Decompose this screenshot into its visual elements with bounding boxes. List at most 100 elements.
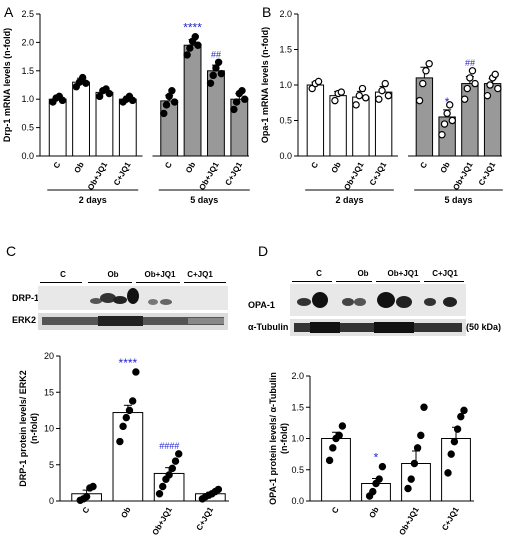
- chart-d-ytick-label: 0.0: [291, 496, 304, 506]
- chart-b-ytick-label: 1.0: [279, 80, 292, 90]
- chart-d-point: [413, 444, 422, 452]
- chart-a-point: [78, 73, 87, 82]
- chart-b-xtick-label: Ob+JQ1: [451, 160, 475, 192]
- blot-c-lane-c: C: [60, 270, 66, 279]
- blot-d-band-opa1-label: OPA-1: [248, 300, 275, 310]
- blot-c-lane-ob: Ob: [107, 270, 119, 279]
- chart-b-point: [422, 67, 430, 75]
- chart-a-point: [217, 69, 226, 78]
- chart-d-point: [453, 425, 462, 433]
- chart-d-point: [378, 462, 387, 471]
- chart-a-ylabel: Drp-1 mRNA levels (n-fold): [2, 28, 12, 142]
- chart-c-point: [82, 492, 91, 501]
- chart-b-point: [361, 94, 370, 102]
- chart-d-point: [369, 487, 377, 496]
- chart-d-bar: [401, 463, 431, 502]
- chart-b-annotation: *: [445, 95, 450, 109]
- chart-d-point: [460, 406, 468, 415]
- chart-b-xtick-label: C+JQ1: [477, 160, 498, 187]
- chart-b-point: [314, 77, 323, 86]
- chart-b-point: [337, 88, 346, 96]
- chart-a-point: [214, 58, 223, 66]
- chart-b-point: [355, 91, 363, 100]
- chart-a-point: [105, 89, 113, 98]
- chart-b-point: [308, 84, 316, 93]
- chart-b-xtick-label: C: [418, 160, 429, 170]
- chart-a-ytick-label: 0.5: [21, 123, 34, 133]
- chart-a-point: [232, 98, 241, 106]
- chart-a-annotation: ****: [183, 21, 202, 35]
- chart-a-point: [212, 64, 220, 72]
- chart-b-annotation: ##: [465, 58, 476, 68]
- chart-a-bar: [95, 91, 114, 157]
- chart-b-point: [443, 109, 451, 118]
- blot-d-lane-cjq1: C+JQ1: [432, 269, 458, 278]
- chart-a-point: [191, 33, 199, 41]
- chart-c-ytick-label: 10: [44, 424, 54, 434]
- chart-d-ytick-label: 0.5: [291, 465, 304, 475]
- blot-c-image: [38, 286, 228, 330]
- chart-b-point: [378, 86, 386, 95]
- chart-c-annotation: ####: [159, 441, 180, 451]
- chart-a-xtick-label: C+JQ1: [112, 160, 133, 187]
- chart-c-point: [175, 450, 183, 458]
- chart-a-ytick-label: 1.0: [21, 94, 34, 104]
- chart-d-point: [407, 475, 415, 483]
- chart-b-xtick-label: C+JQ1: [368, 160, 389, 187]
- chart-a-point: [95, 92, 104, 101]
- chart-d-xtick-label: Ob: [367, 505, 380, 519]
- chart-b-bar: [329, 95, 347, 157]
- chart-b-point: [419, 79, 427, 88]
- chart-d-point: [457, 412, 465, 421]
- chart-c-point: [132, 368, 140, 376]
- chart-a-point: [230, 105, 238, 114]
- blot-d-lane-ob: Ob: [357, 269, 369, 278]
- chart-a-xtick-label: Ob+JQ1: [197, 160, 221, 192]
- chart-b-point: [486, 81, 494, 89]
- chart-c-point: [116, 437, 124, 446]
- chart-d-point: [450, 437, 459, 446]
- chart-d-point: [410, 459, 419, 468]
- panel-letter-d: D: [258, 243, 269, 259]
- chart-c-point: [122, 413, 130, 422]
- chart-d-point: [420, 403, 428, 411]
- blot-d-size-label: (50 kDa): [466, 322, 502, 332]
- chart-b-point: [425, 60, 433, 68]
- chart-d-point: [329, 444, 337, 452]
- chart-d-xtick-label: C: [330, 505, 341, 515]
- chart-c-xtick-label: Ob+JQ1: [151, 505, 175, 537]
- chart-a-group-label: 5 days: [190, 195, 218, 205]
- chart-c-xtick-label: C+JQ1: [195, 505, 216, 532]
- chart-c-ylabel: DRP-1 protein levels/ ERK2(n-fold): [18, 370, 39, 487]
- chart-a-bar: [72, 81, 90, 157]
- chart-a-point: [170, 98, 179, 106]
- chart-a-point: [58, 96, 67, 105]
- chart-b-bar: [306, 84, 325, 157]
- chart-b-group-label: 5 days: [444, 195, 472, 205]
- chart-b-point: [381, 79, 389, 88]
- chart-a-drp1-mrna: 0.0 0.5 1.0 1.5 2.0 2.5 Drp-1 mRNA levels (n-f…: [2, 9, 250, 205]
- blot-d-band-tubulin-label: α-Tubulin: [248, 322, 289, 332]
- chart-a-point: [241, 95, 249, 103]
- blot-d-lane-objq1: Ob+JQ1: [387, 269, 419, 278]
- chart-c-point: [155, 490, 164, 498]
- chart-c-xtick-label: C: [81, 505, 92, 515]
- panel-letter-c: C: [6, 243, 17, 259]
- chart-a-ytick-label: 2.0: [21, 37, 34, 47]
- blot-d-lane-c: C: [316, 269, 322, 278]
- chart-a-xtick-label: C+JQ1: [223, 160, 244, 187]
- chart-c-point: [159, 482, 167, 491]
- chart-c-point: [165, 471, 173, 479]
- chart-d-xtick-label: Ob+JQ1: [397, 505, 421, 537]
- chart-b-bar: [461, 83, 479, 157]
- panel-letter-b: B: [262, 4, 272, 20]
- chart-d-point: [375, 475, 383, 483]
- chart-b-xtick-label: C: [309, 160, 320, 170]
- chart-c-point: [214, 485, 223, 494]
- chart-a-point: [162, 101, 171, 109]
- blot-c-band-drp1-label: DRP-1: [12, 293, 40, 303]
- chart-d-ytick-label: 1.5: [291, 402, 304, 412]
- chart-c-point: [125, 406, 134, 415]
- chart-b-ytick-label: 2.0: [279, 9, 292, 19]
